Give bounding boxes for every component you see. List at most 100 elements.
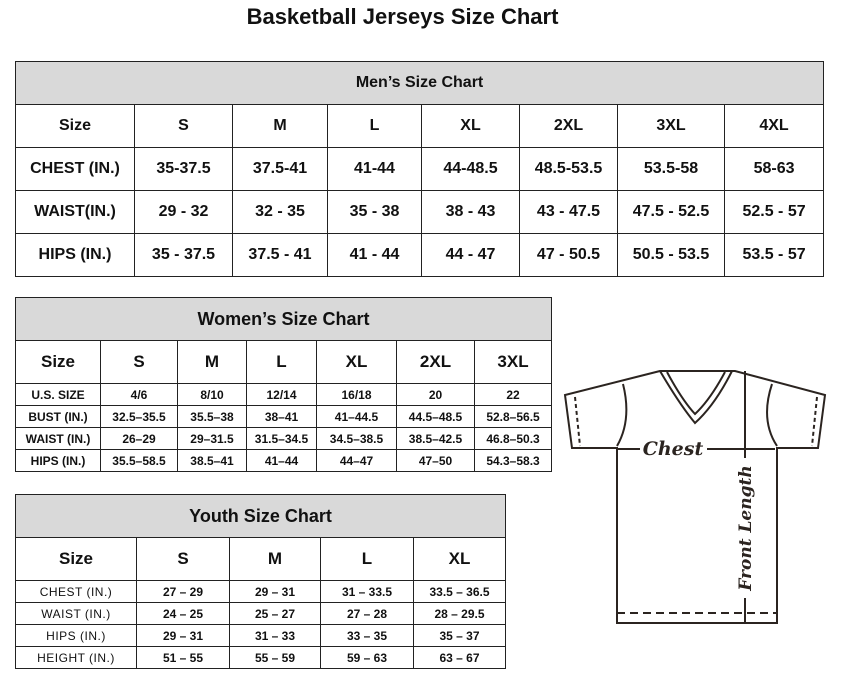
- table-cell: 12/14: [246, 383, 317, 406]
- table-row: HIPS (IN.) 29 – 31 31 – 33 33 – 35 35 – 37: [15, 624, 507, 647]
- table-cell: 38 - 43: [421, 190, 520, 234]
- front-length-label: Front Length: [736, 465, 756, 591]
- table-cell: 31 – 33: [229, 624, 321, 647]
- column-header: Size: [15, 537, 137, 581]
- table-cell: 22: [473, 383, 553, 406]
- table-row: HIPS (IN.) 35 - 37.5 37.5 - 41 41 - 44 44 - …: [15, 233, 825, 277]
- tshirt-diagram: Chest Front Length: [563, 370, 827, 624]
- table-cell: 52.5 - 57: [723, 190, 825, 234]
- column-header: S: [134, 104, 233, 148]
- table-cell: 26–29: [100, 427, 178, 450]
- column-header: XL: [412, 537, 507, 581]
- chest-label: Chest: [643, 438, 704, 460]
- table-row: HEIGHT (IN.) 51 – 55 55 – 59 59 – 63 63 – 67: [15, 646, 507, 669]
- table-cell: 41–44: [246, 449, 317, 472]
- table-row: WAIST (IN.) 24 – 25 25 – 27 27 – 28 28 – 29.…: [15, 602, 507, 625]
- table-cell: 33 – 35: [320, 624, 414, 647]
- shirt-collar: [659, 370, 735, 425]
- table-row: WAIST(IN.) 29 - 32 32 - 35 35 - 38 38 - 43 43…: [15, 190, 825, 234]
- column-header: 2XL: [396, 340, 475, 384]
- table-cell: 44 - 47: [421, 233, 520, 277]
- table-row: CHEST (IN.) 35-37.5 37.5-41 41-44 44-48.5 48.…: [15, 147, 825, 191]
- table-cell: 59 – 63: [320, 646, 414, 669]
- table-cell: 34.5–38.5: [316, 427, 397, 450]
- table-cell: 46.8–50.3: [473, 427, 553, 450]
- table-cell: 44–47: [316, 449, 397, 472]
- table-cell: 53.5-58: [617, 147, 725, 191]
- table-cell: 25 – 27: [229, 602, 321, 625]
- table-cell: 35 – 37: [412, 624, 507, 647]
- table-cell: 35.5–38: [177, 405, 247, 428]
- table-cell: 28 – 29.5: [412, 602, 507, 625]
- table-cell: 37.5-41: [232, 147, 328, 191]
- row-label: HIPS (IN.): [15, 624, 137, 647]
- table-cell: 31 – 33.5: [320, 580, 414, 603]
- table-cell: 47.5 - 52.5: [617, 190, 725, 234]
- row-label: HIPS (IN.): [15, 449, 101, 472]
- table-cell: 47 - 50.5: [519, 233, 618, 277]
- column-header: M: [229, 537, 321, 581]
- column-header: 3XL: [617, 104, 725, 148]
- row-label: WAIST (IN.): [15, 427, 101, 450]
- row-label: WAIST(IN.): [15, 190, 135, 234]
- table-cell: 38.5–41: [177, 449, 247, 472]
- table-cell: 41-44: [327, 147, 422, 191]
- table-cell: 38–41: [246, 405, 317, 428]
- table-cell: 35-37.5: [134, 147, 233, 191]
- women-table-caption: Women’s Size Chart: [14, 297, 553, 341]
- table-cell: 37.5 - 41: [232, 233, 328, 277]
- table-cell: 32 - 35: [232, 190, 328, 234]
- women-size-table: Women’s Size Chart Size S M L XL 2XL 3XL U.S. S…: [14, 297, 553, 472]
- column-header: M: [232, 104, 328, 148]
- table-cell: 44.5–48.5: [396, 405, 475, 428]
- column-header: Size: [15, 104, 135, 148]
- row-label: CHEST (IN.): [15, 580, 137, 603]
- column-header: XL: [421, 104, 520, 148]
- table-row: WAIST (IN.) 26–29 29–31.5 31.5–34.5 34.5–38.…: [15, 427, 553, 450]
- table-cell: 31.5–34.5: [246, 427, 317, 450]
- table-cell: 55 – 59: [229, 646, 321, 669]
- table-cell: 29–31.5: [177, 427, 247, 450]
- table-cell: 29 - 32: [134, 190, 233, 234]
- table-cell: 43 - 47.5: [519, 190, 618, 234]
- column-header: S: [100, 340, 178, 384]
- column-header: XL: [316, 340, 397, 384]
- men-size-table: Men’s Size Chart Size S M L XL 2XL 3XL 4XL CHEST…: [14, 61, 825, 277]
- column-header: L: [327, 104, 422, 148]
- table-cell: 32.5–35.5: [100, 405, 178, 428]
- women-header-row: Size S M L XL 2XL 3XL: [15, 340, 553, 384]
- table-cell: 16/18: [316, 383, 397, 406]
- column-header: L: [246, 340, 317, 384]
- youth-table-caption: Youth Size Chart: [14, 494, 507, 538]
- table-cell: 58-63: [723, 147, 825, 191]
- table-cell: 54.3–58.3: [473, 449, 553, 472]
- shirt-outline: [563, 370, 827, 624]
- row-label: HEIGHT (IN.): [15, 646, 137, 669]
- row-label: U.S. SIZE: [15, 383, 101, 406]
- column-header: M: [177, 340, 247, 384]
- page-title: Basketball Jerseys Size Chart: [246, 4, 559, 29]
- column-header: Size: [15, 340, 101, 384]
- table-cell: 20: [396, 383, 475, 406]
- table-cell: 53.5 - 57: [723, 233, 825, 277]
- table-cell: 33.5 – 36.5: [412, 580, 507, 603]
- table-cell: 41 - 44: [327, 233, 422, 277]
- row-label: CHEST (IN.): [15, 147, 135, 191]
- column-header: 3XL: [473, 340, 553, 384]
- armhole-lines: [616, 383, 778, 447]
- row-label: BUST (IN.): [15, 405, 101, 428]
- row-label: WAIST (IN.): [15, 602, 137, 625]
- table-cell: 24 – 25: [136, 602, 230, 625]
- table-cell: 27 – 29: [136, 580, 230, 603]
- column-header: 4XL: [723, 104, 825, 148]
- table-cell: 35.5–58.5: [100, 449, 178, 472]
- sleeve-hem-dashes: [574, 396, 818, 447]
- column-header: L: [320, 537, 414, 581]
- men-header-row: Size S M L XL 2XL 3XL 4XL: [15, 104, 825, 148]
- table-cell: 52.8–56.5: [473, 405, 553, 428]
- table-cell: 44-48.5: [421, 147, 520, 191]
- table-cell: 8/10: [177, 383, 247, 406]
- table-cell: 63 – 67: [412, 646, 507, 669]
- column-header: 2XL: [519, 104, 618, 148]
- table-cell: 27 – 28: [320, 602, 414, 625]
